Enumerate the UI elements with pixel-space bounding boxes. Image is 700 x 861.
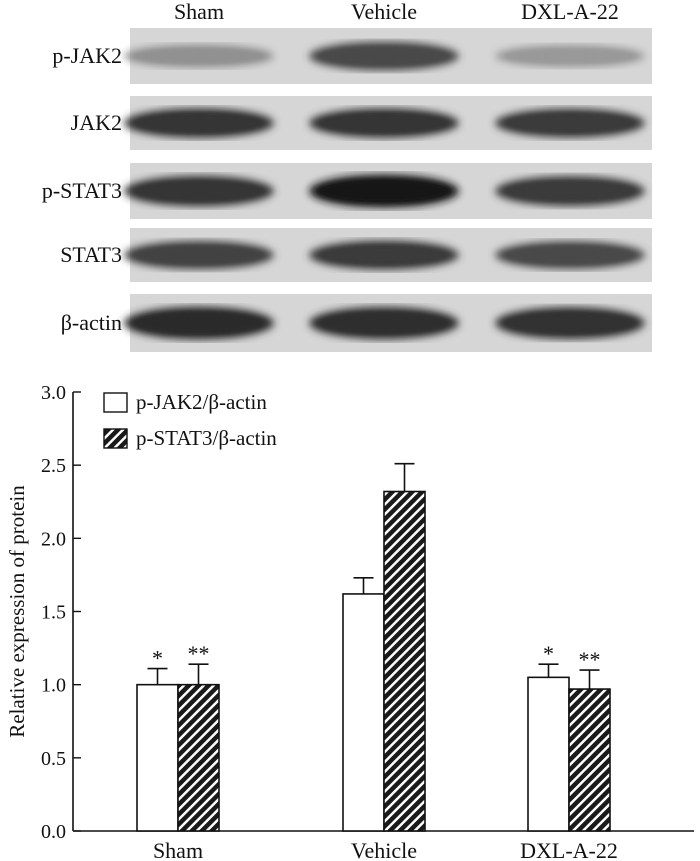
blot-lane-label: Vehicle bbox=[351, 0, 417, 24]
western-blot-panel: Sham Vehicle DXL-A-22 p-JAK2 JAK2 p-STAT3 STAT… bbox=[42, 0, 652, 352]
blot-band-core bbox=[319, 46, 449, 66]
y-axis-label: Relative expression of protein bbox=[5, 485, 29, 738]
x-tick-label: Sham bbox=[153, 838, 203, 861]
blot-row-label: STAT3 bbox=[60, 242, 122, 267]
y-tick-label: 2.0 bbox=[41, 528, 66, 550]
legend: p-JAK2/β-actin p-STAT3/β-actin bbox=[103, 390, 277, 450]
blot-band-core bbox=[505, 245, 635, 265]
y-tick-label: 0.0 bbox=[41, 821, 66, 843]
bar bbox=[383, 490, 426, 832]
blot-band-core bbox=[134, 312, 264, 334]
blot-band-core bbox=[134, 245, 264, 265]
blot-row-label: p-JAK2 bbox=[52, 43, 122, 68]
x-tick-label: DXL-A-22 bbox=[520, 838, 618, 861]
bar bbox=[177, 683, 220, 832]
significance-marker: * bbox=[152, 646, 163, 671]
blot-band-core bbox=[319, 245, 449, 265]
blot-band-core bbox=[505, 181, 635, 201]
y-tick-label: 0.5 bbox=[41, 748, 66, 770]
blot-band-core bbox=[505, 113, 635, 133]
legend-swatch bbox=[103, 392, 128, 413]
blot-row-label: p-STAT3 bbox=[42, 178, 122, 203]
blot-lane-label: DXL-A-22 bbox=[521, 0, 619, 24]
blot-lane-label: Sham bbox=[174, 0, 224, 24]
bar bbox=[136, 683, 179, 832]
y-tick-label: 1.5 bbox=[41, 602, 66, 624]
bar bbox=[568, 688, 611, 832]
significance-marker: ** bbox=[188, 641, 210, 666]
bar bbox=[527, 676, 570, 832]
blot-band-core bbox=[505, 312, 635, 334]
blot-band-core bbox=[319, 113, 449, 133]
significance-marker: * bbox=[543, 641, 554, 666]
bar bbox=[342, 593, 385, 832]
blot-band-core bbox=[505, 48, 635, 64]
blot-band-core bbox=[134, 180, 264, 202]
blot-band-core bbox=[134, 113, 264, 133]
y-tick-label: 1.0 bbox=[41, 675, 66, 697]
blot-row-label: JAK2 bbox=[71, 110, 122, 135]
x-tick-label: Vehicle bbox=[351, 838, 417, 861]
significance-marker: ** bbox=[579, 647, 601, 672]
blot-band-core bbox=[319, 312, 449, 334]
y-tick-label: 2.5 bbox=[41, 455, 66, 477]
legend-label: p-JAK2/β-actin bbox=[136, 390, 267, 414]
bar-chart-panel: 0.0 0.5 1.0 1.5 2.0 2.5 3.0 Relative expression… bbox=[5, 382, 694, 861]
legend-label: p-STAT3/β-actin bbox=[136, 426, 277, 450]
legend-swatch bbox=[103, 428, 128, 449]
y-tick-label: 3.0 bbox=[41, 382, 66, 404]
blot-row-label: β-actin bbox=[61, 310, 122, 335]
blot-band-core bbox=[319, 179, 449, 203]
blot-band-core bbox=[134, 48, 264, 64]
